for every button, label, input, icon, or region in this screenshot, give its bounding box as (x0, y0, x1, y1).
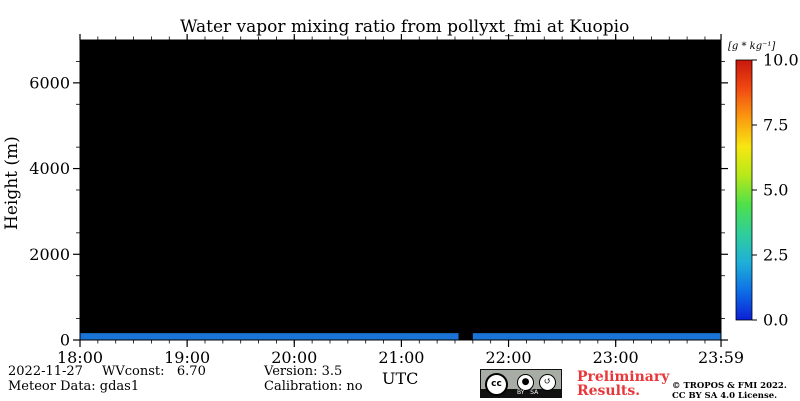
date-label: 2022-11-27 (8, 364, 83, 379)
colorbar-tick-label: 10.0 (763, 51, 799, 70)
axis-layer: 18:00 19:00 20:00 21:00 22:00 23:00 23:59 0 2000… (29, 34, 744, 367)
y-tick-label: 0 (60, 331, 70, 350)
calibration-label: Calibration: no (264, 379, 363, 394)
colorbar-tick-label: 7.5 (763, 116, 788, 135)
cc-badge-text: BY SA (517, 389, 539, 396)
colorbar-tick-label: 2.5 (763, 246, 788, 265)
version-label: Version: 3.5 (264, 364, 343, 379)
results-label: Results. (577, 383, 641, 399)
data-band-segment (472, 333, 721, 340)
copyright-label: © TROPOS & FMI 2022. (672, 381, 787, 391)
colorbar-ticks: 0.0 2.5 5.0 7.5 10.0 (752, 51, 799, 330)
data-band-segment (80, 333, 459, 340)
x-tick-label: 18:00 (57, 348, 103, 367)
plot-area (80, 40, 721, 340)
x-axis-label: UTC (382, 369, 419, 388)
y-tick-label: 6000 (29, 73, 70, 92)
colorbar-tick-label: 5.0 (763, 181, 788, 200)
cc-license-badge: cc ● ↺ BY SA (480, 369, 562, 398)
cc-icon: cc (485, 373, 508, 396)
cc-badge-band (481, 389, 561, 397)
preliminary-label: Preliminary (577, 369, 670, 385)
colorbar-unit-label: [g * kg⁻¹] (728, 41, 776, 52)
colorbar (735, 59, 753, 321)
y-tick-label: 2000 (29, 245, 70, 264)
meteor-data-label: Meteor Data: gdas1 (8, 379, 140, 394)
colorbar-tick-label: 0.0 (763, 311, 788, 330)
y-axis-label: Height (m) (2, 136, 22, 230)
x-tick-label: 23:00 (593, 348, 639, 367)
x-tick-label: 21:00 (378, 348, 424, 367)
x-tick-label: 22:00 (485, 348, 531, 367)
wvconst-label: WVconst: 6.70 (102, 364, 206, 379)
x-tick-label: 20:00 (271, 348, 317, 367)
x-tick-label: 23:59 (698, 348, 744, 367)
data-layer (80, 333, 721, 340)
sa-icon: ↺ (539, 374, 556, 391)
by-icon: ● (517, 374, 534, 391)
x-tick-label: 19:00 (164, 348, 210, 367)
chart-title: Water vapor mixing ratio from pollyxt_fm… (180, 17, 630, 37)
y-tick-label: 4000 (29, 159, 70, 178)
license-label: CC BY SA 4.0 License. (672, 391, 778, 401)
